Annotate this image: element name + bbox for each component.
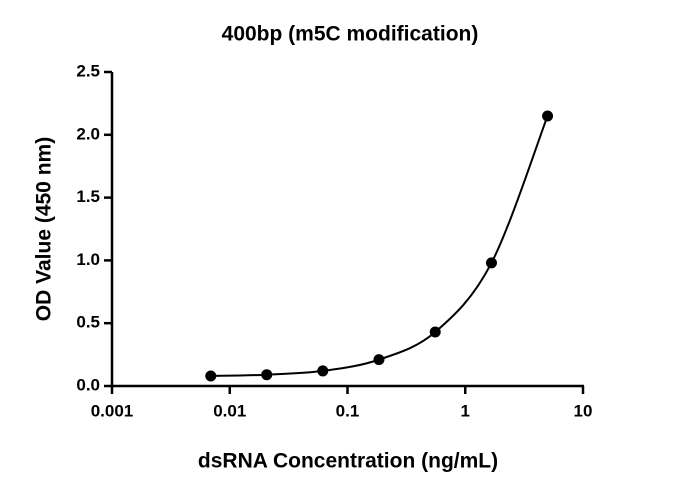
y-axis-label: OD Value (450 nm) (33, 137, 56, 321)
data-point (205, 370, 217, 382)
y-tick-label: 1.0 (76, 250, 100, 269)
data-point (373, 354, 385, 366)
y-tick-label: 1.5 (76, 187, 100, 206)
data-point (429, 326, 441, 338)
x-axis-label: dsRNA Concentration (ng/mL) (198, 450, 498, 473)
x-tick-label: 0.1 (336, 401, 360, 420)
data-point (261, 369, 273, 381)
y-tick-label: 0.0 (76, 375, 100, 394)
chart-title: 400bp (m5C modification) (222, 23, 479, 46)
x-tick-label: 10 (574, 401, 593, 420)
y-tick-label: 2.5 (76, 61, 100, 80)
x-tick-label: 0.01 (213, 401, 246, 420)
data-point (317, 365, 329, 377)
y-tick-label: 0.5 (76, 313, 100, 332)
fit-curve (210, 115, 549, 377)
data-point (542, 110, 554, 122)
x-tick-label: 0.001 (91, 401, 134, 420)
x-tick-label: 1 (461, 401, 470, 420)
y-tick-label: 2.0 (76, 124, 100, 143)
data-point (485, 257, 497, 269)
